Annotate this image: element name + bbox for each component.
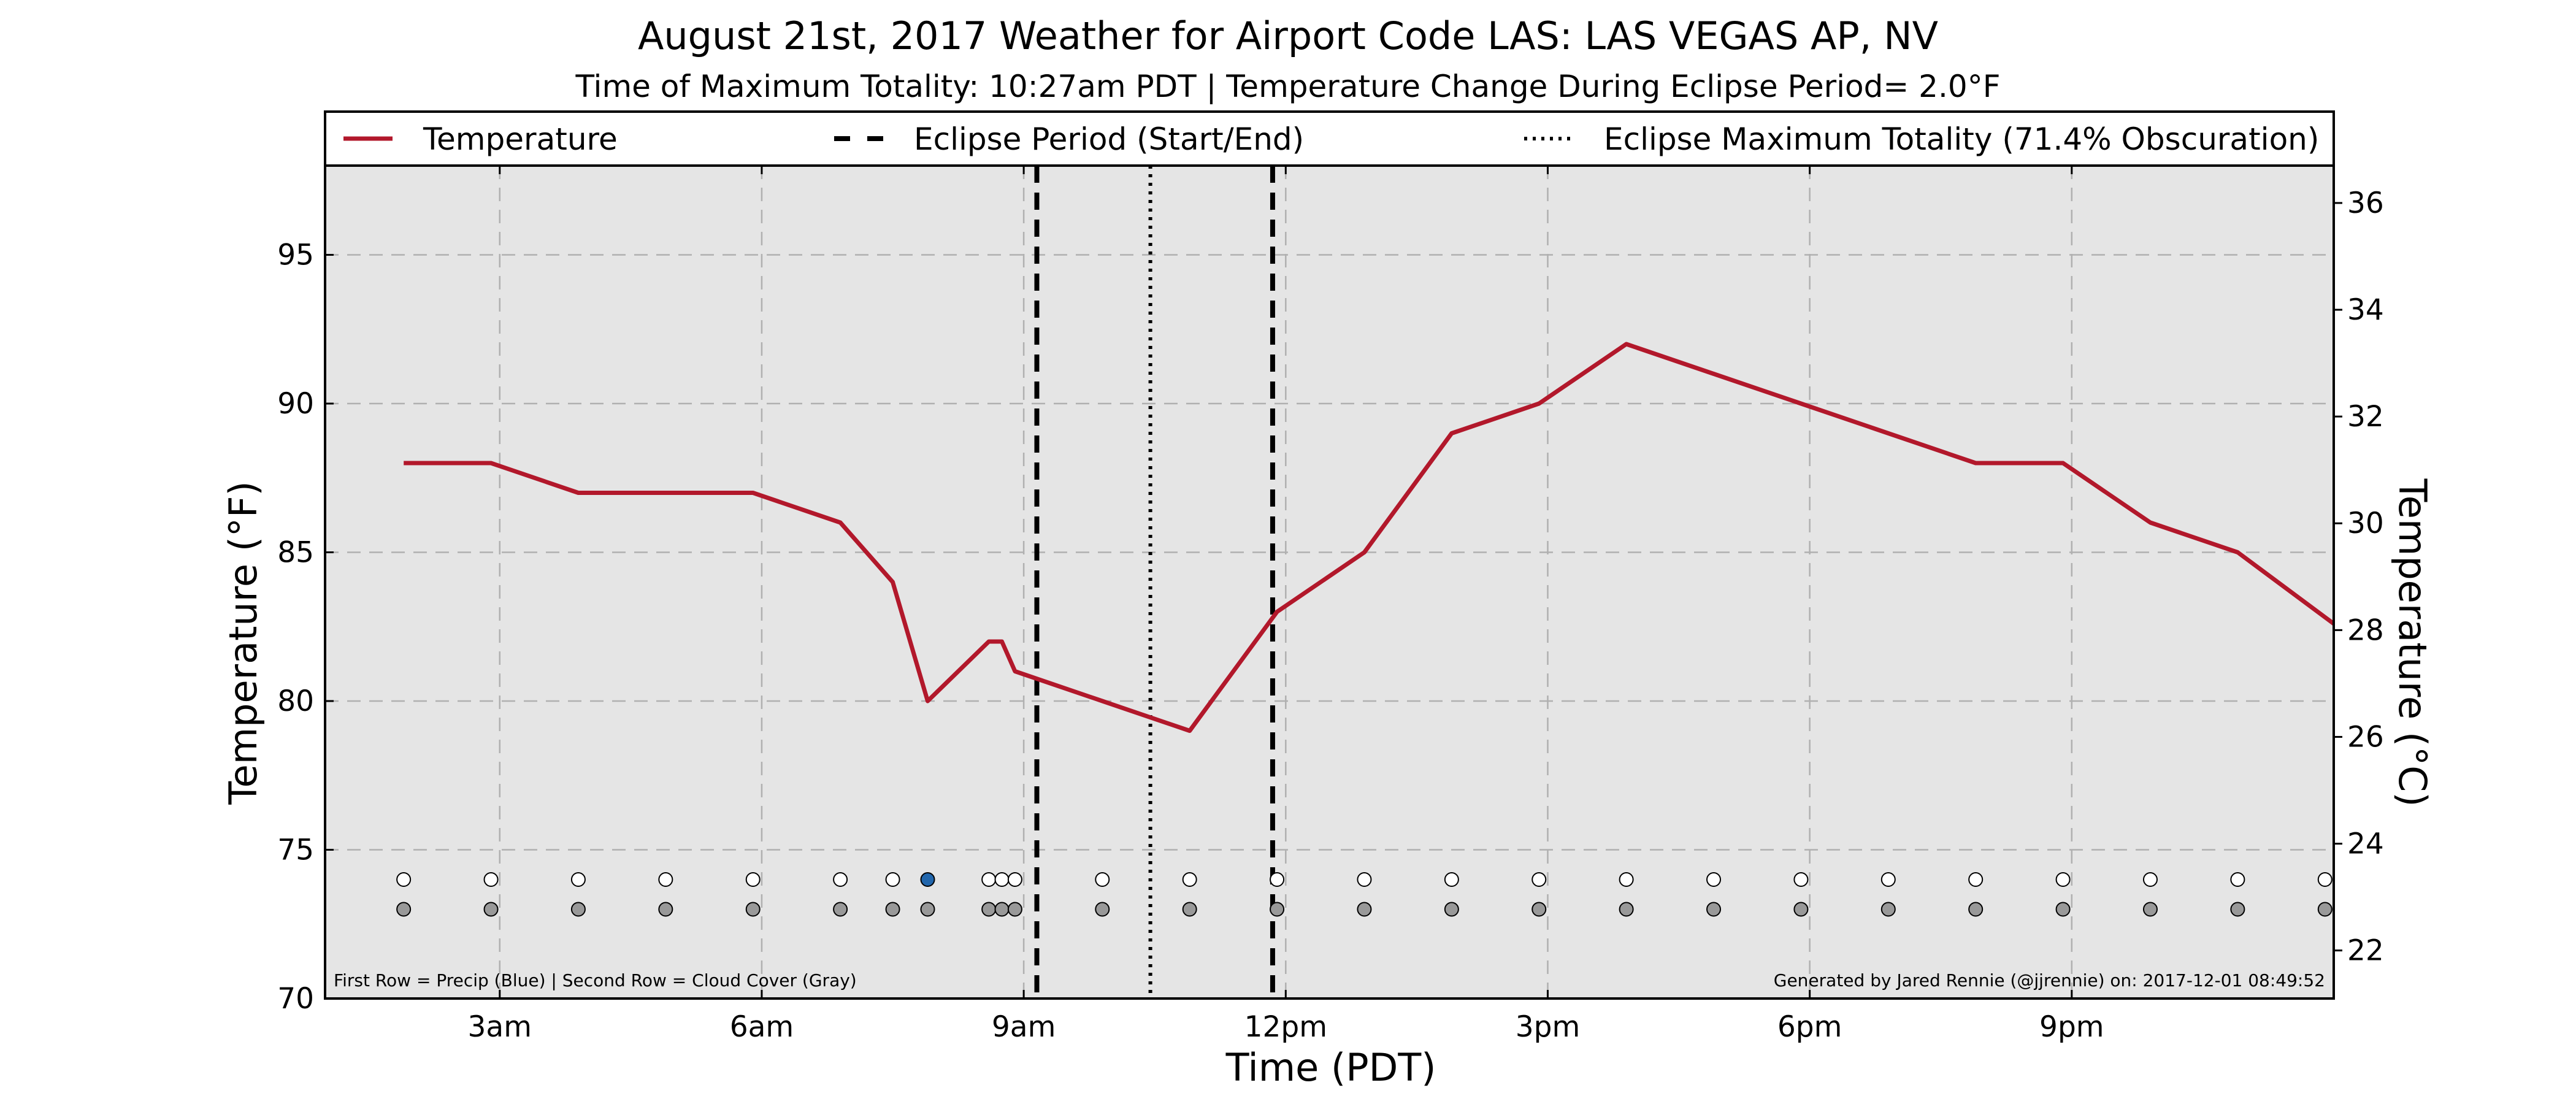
cloud-cover-dot xyxy=(570,902,586,917)
cloud-cover-dot xyxy=(1531,902,1547,917)
note-right: Generated by Jared Rennie (@jjrennie) on… xyxy=(1774,970,2325,991)
cloud-cover-dot xyxy=(483,902,499,917)
y-tick-label-right: 26 xyxy=(2347,720,2384,754)
cloud-cover-dot xyxy=(1880,902,1896,917)
chart-title: August 21st, 2017 Weather for Airport Co… xyxy=(638,13,1938,58)
cloud-cover-dot xyxy=(994,902,1010,917)
precip-dot xyxy=(483,872,499,887)
cloud-cover-dot xyxy=(745,902,761,917)
cloud-cover-dot xyxy=(396,902,412,917)
y-tick-label: 75 xyxy=(277,834,314,867)
cloud-cover-dot xyxy=(1270,902,1285,917)
cloud-cover-dot xyxy=(1619,902,1634,917)
legend-box xyxy=(324,110,2335,167)
cloud-cover-dot xyxy=(2317,902,2333,917)
cloud-cover-dot xyxy=(1095,902,1110,917)
x-tick-label: 3pm xyxy=(1516,1010,1581,1044)
precip-dot xyxy=(2317,872,2333,887)
precip-dot xyxy=(1968,872,1984,887)
x-tick-label: 9pm xyxy=(2039,1010,2104,1044)
chart-subtitle: Time of Maximum Totality: 10:27am PDT | … xyxy=(575,69,2001,104)
precip-dot xyxy=(1270,872,1285,887)
y-tick-label: 85 xyxy=(277,536,314,570)
y-tick-label-right: 22 xyxy=(2347,934,2384,968)
y-axis-label-right: Temperature (°C) xyxy=(2390,478,2435,807)
cloud-cover-dot xyxy=(1182,902,1197,917)
precip-dot xyxy=(745,872,761,887)
cloud-cover-dot xyxy=(1007,902,1022,917)
x-tick-label: 9am xyxy=(992,1010,1056,1044)
precip-dot xyxy=(833,872,848,887)
y-tick-label-right: 24 xyxy=(2347,827,2384,861)
precip-dot xyxy=(2055,872,2071,887)
precip-dot xyxy=(1357,872,1372,887)
x-axis-label: Time (PDT) xyxy=(1225,1045,1436,1090)
legend-label: Eclipse Period (Start/End) xyxy=(914,121,1304,157)
x-tick-label: 3am xyxy=(468,1010,532,1044)
y-tick-label-right: 34 xyxy=(2347,293,2384,327)
plot-background xyxy=(325,166,2334,999)
cloud-cover-dot xyxy=(1357,902,1372,917)
plot-area: 3am 6am 9am 12pm 3pm 6pm 9pm 70 75 80 85 90 95 22 24 26… xyxy=(277,164,2384,1044)
y-tick-label-right: 36 xyxy=(2347,186,2384,220)
precip-dot xyxy=(994,872,1010,887)
cloud-cover-dot xyxy=(920,902,935,917)
x-tick-label: 12pm xyxy=(1244,1010,1327,1044)
cloud-cover-dot xyxy=(1444,902,1459,917)
precip-dot xyxy=(1793,872,1809,887)
cloud-cover-dot xyxy=(1793,902,1809,917)
y-tick-label-right: 32 xyxy=(2347,400,2384,434)
legend-label: Eclipse Maximum Totality (71.4% Obscurat… xyxy=(1604,121,2319,157)
y-axis-label-left: Temperature (°F) xyxy=(221,481,266,805)
precip-dot xyxy=(1007,872,1022,887)
cloud-cover-dot xyxy=(1706,902,1722,917)
precip-dot xyxy=(1619,872,1634,887)
cloud-cover-dot xyxy=(658,902,673,917)
legend-label: Temperature xyxy=(423,121,618,157)
note-left: First Row = Precip (Blue) | Second Row =… xyxy=(334,970,857,991)
precip-dot xyxy=(396,872,412,887)
legend: Temperature Eclipse Period (Start/End) Ecl… xyxy=(324,110,2335,167)
precip-dot xyxy=(885,872,900,887)
precip-dot xyxy=(1444,872,1459,887)
y-tick-label: 90 xyxy=(277,387,314,421)
cloud-cover-dot xyxy=(2142,902,2158,917)
precip-dot xyxy=(1706,872,1722,887)
precip-dot xyxy=(1880,872,1896,887)
cloud-cover-dot xyxy=(1968,902,1984,917)
cloud-cover-dot xyxy=(2230,902,2245,917)
y-tick-label: 95 xyxy=(277,239,314,272)
precip-dot xyxy=(920,872,935,887)
cloud-cover-dot xyxy=(885,902,900,917)
y-tick-label-right: 30 xyxy=(2347,507,2384,540)
y-tick-label: 70 xyxy=(277,982,314,1016)
precip-dot xyxy=(1182,872,1197,887)
precip-dot xyxy=(1531,872,1547,887)
precip-dot xyxy=(1095,872,1110,887)
x-tick-label: 6pm xyxy=(1777,1010,1842,1044)
x-tick-label: 6am xyxy=(730,1010,794,1044)
y-tick-label: 80 xyxy=(277,684,314,718)
cloud-cover-dot xyxy=(981,902,997,917)
precip-dot xyxy=(570,872,586,887)
cloud-cover-dot xyxy=(833,902,848,917)
precip-dot xyxy=(981,872,997,887)
y-tick-label-right: 28 xyxy=(2347,613,2384,647)
temperature-line xyxy=(404,342,2336,733)
precip-dot xyxy=(2230,872,2245,887)
precip-dot xyxy=(658,872,673,887)
precip-dot xyxy=(2142,872,2158,887)
cloud-cover-dot xyxy=(2055,902,2071,917)
